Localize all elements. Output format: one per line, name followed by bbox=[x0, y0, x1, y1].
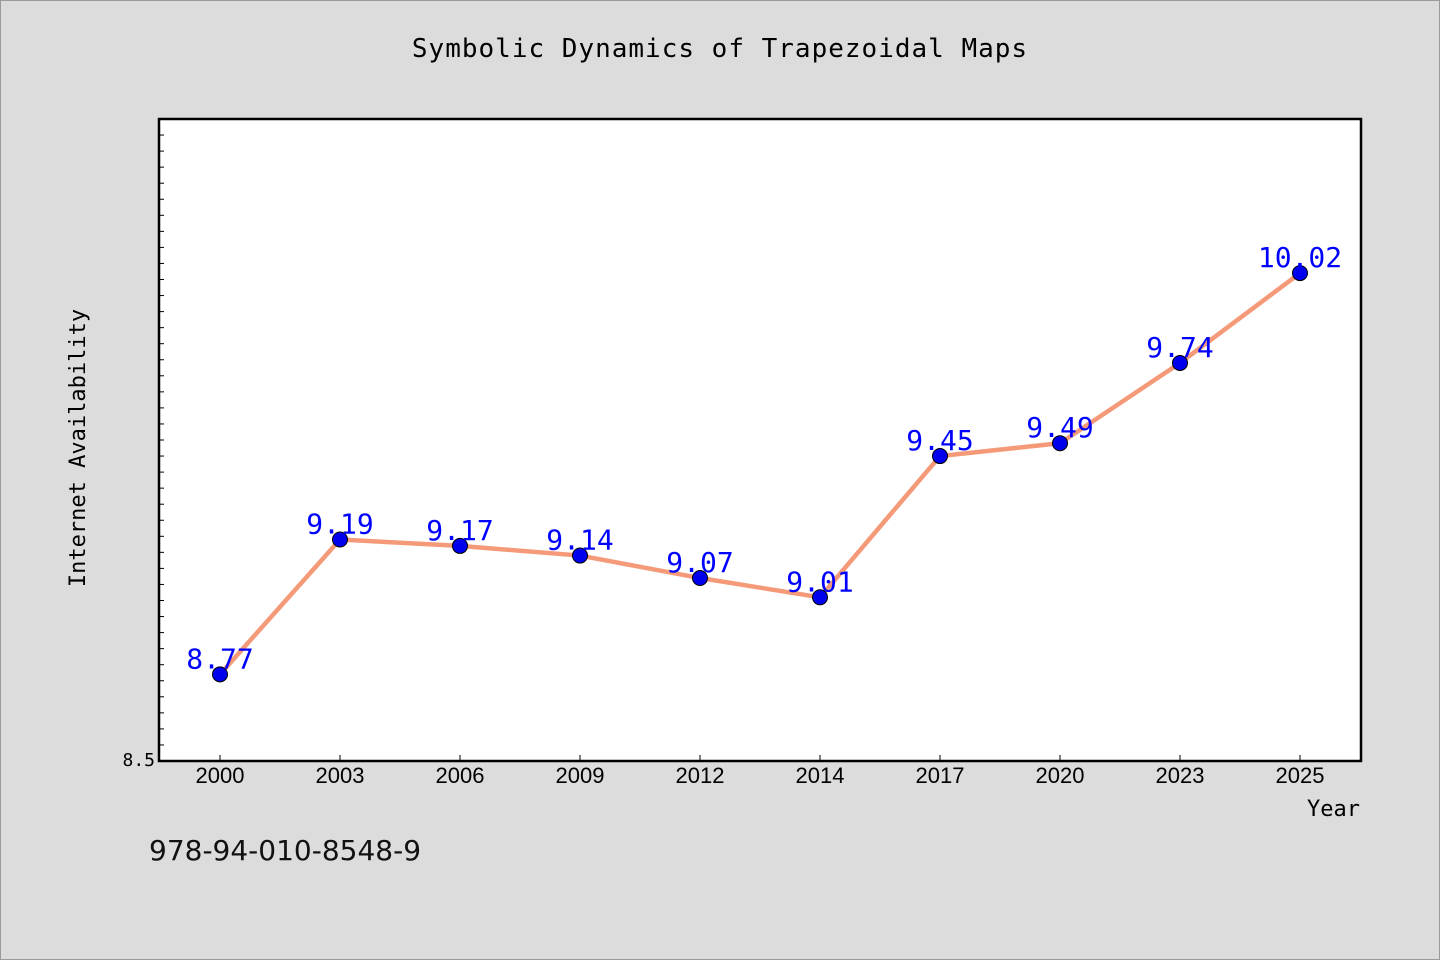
series-line bbox=[217, 270, 1303, 677]
x-tick-label: 2006 bbox=[436, 763, 485, 788]
data-point bbox=[932, 448, 948, 465]
x-tick-label: 2000 bbox=[196, 763, 245, 788]
x-tick-label: 2020 bbox=[1036, 763, 1085, 788]
data-point bbox=[332, 531, 348, 548]
data-point bbox=[692, 570, 708, 587]
y-axis-label: Internet Availability bbox=[66, 309, 91, 587]
data-point bbox=[572, 547, 588, 564]
data-label: 9.74 bbox=[1146, 331, 1213, 364]
data-label: 9.49 bbox=[1026, 411, 1093, 444]
data-point bbox=[812, 589, 828, 606]
data-label: 9.17 bbox=[426, 514, 493, 547]
data-label: 9.07 bbox=[666, 546, 733, 579]
data-point bbox=[452, 537, 468, 554]
data-point bbox=[1172, 354, 1188, 371]
x-tick-label: 2014 bbox=[796, 763, 845, 788]
data-point bbox=[1292, 265, 1308, 282]
y-tick-label: 8.5 bbox=[122, 750, 155, 771]
x-axis-label: Year bbox=[1307, 797, 1360, 822]
x-tick-label: 2009 bbox=[556, 763, 605, 788]
data-label: 8.77 bbox=[186, 642, 253, 675]
data-point bbox=[212, 666, 228, 683]
x-tick-label: 2023 bbox=[1156, 763, 1205, 788]
x-tick-label: 2003 bbox=[316, 763, 365, 788]
chart-title: Symbolic Dynamics of Trapezoidal Maps bbox=[411, 34, 1029, 64]
data-label: 10.02 bbox=[1258, 241, 1342, 274]
data-label: 9.19 bbox=[306, 508, 373, 541]
x-tick-label: 2012 bbox=[676, 763, 725, 788]
data-point bbox=[1052, 435, 1068, 452]
data-label: 9.45 bbox=[906, 424, 973, 457]
data-label: 9.14 bbox=[546, 524, 613, 557]
plot-area bbox=[157, 117, 1363, 763]
x-tick-label: 2025 bbox=[1276, 763, 1325, 788]
isbn-label: 978-94-010-8548-9 bbox=[149, 834, 422, 867]
data-label: 9.01 bbox=[786, 565, 853, 598]
x-tick-label: 2017 bbox=[916, 763, 965, 788]
